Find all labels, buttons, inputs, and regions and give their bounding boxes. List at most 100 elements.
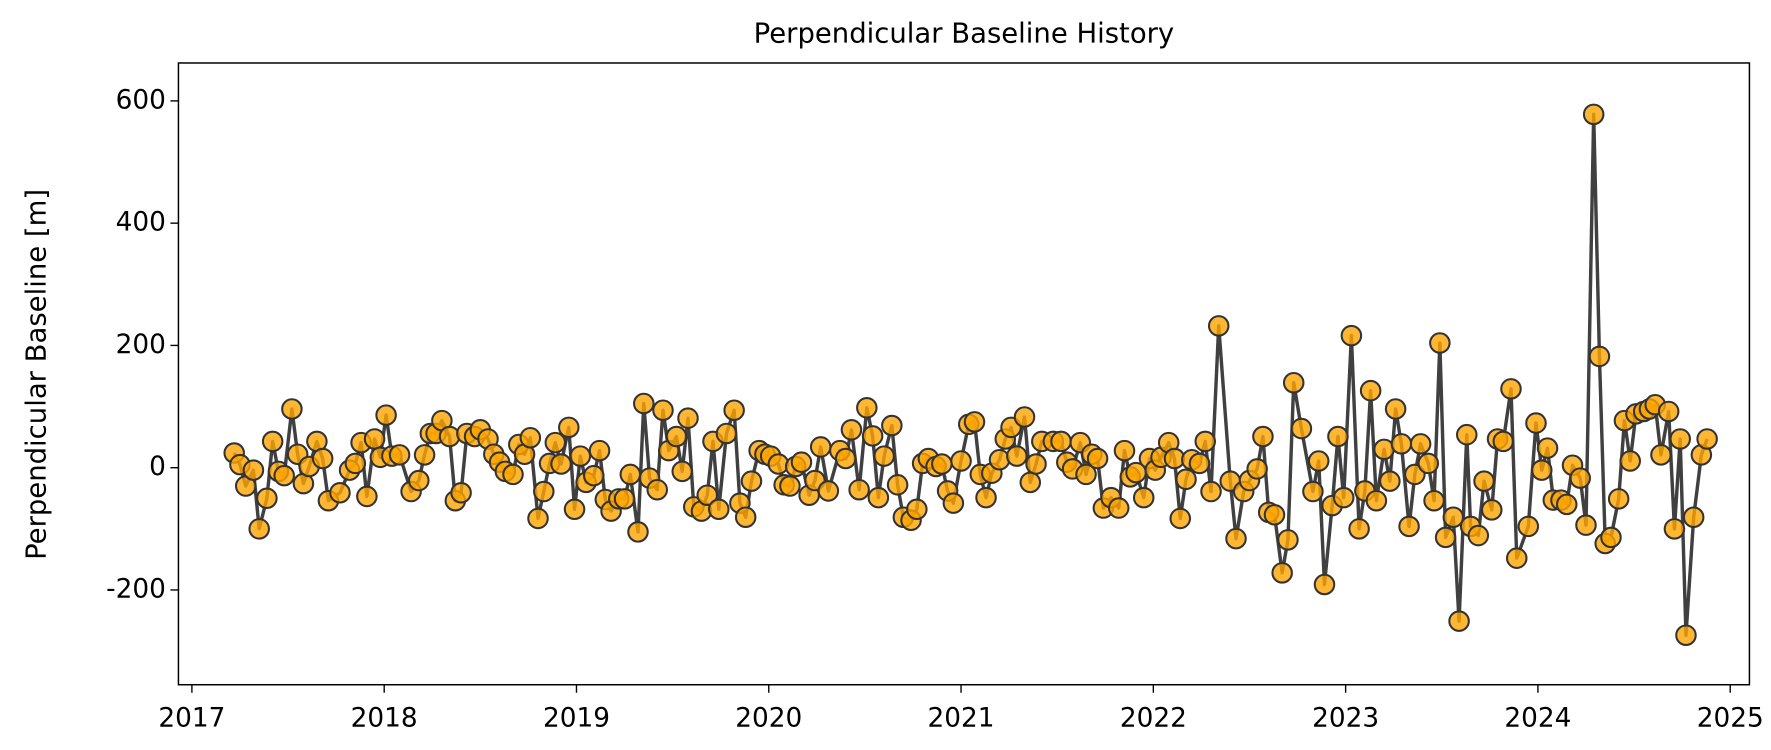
- data-point: [1398, 515, 1420, 538]
- data-point: [942, 492, 965, 514]
- data-point: [1290, 417, 1313, 440]
- data-point: [1075, 463, 1097, 486]
- data-point: [906, 498, 928, 521]
- data-point: [633, 392, 655, 415]
- data-point: [1517, 515, 1540, 538]
- data-point: [281, 398, 303, 420]
- data-point: [311, 447, 334, 470]
- data-point: [1050, 430, 1072, 453]
- data-point: [1481, 499, 1503, 521]
- data-point: [1282, 371, 1305, 394]
- y-tick-label: 400: [116, 208, 166, 238]
- data-point: [671, 460, 693, 483]
- data-point: [840, 419, 863, 441]
- data-point: [1175, 468, 1197, 491]
- data-point: [856, 397, 878, 419]
- data-point: [1675, 624, 1697, 646]
- data-point: [273, 464, 295, 487]
- data-point: [533, 480, 555, 503]
- y-axis-label: Perpendicular Baseline [m]: [21, 189, 53, 560]
- data-point: [1025, 453, 1047, 475]
- data-point: [1379, 470, 1401, 492]
- data-point: [708, 498, 730, 521]
- data-point: [1650, 444, 1672, 466]
- data-point: [975, 486, 997, 509]
- data-point: [1505, 547, 1528, 569]
- data-point: [527, 507, 549, 530]
- data-point: [1019, 471, 1042, 494]
- data-point: [848, 478, 870, 501]
- data-point: [544, 431, 567, 454]
- data-point: [723, 399, 745, 421]
- data-point: [1582, 103, 1605, 126]
- data-point: [1263, 504, 1286, 526]
- data-point: [881, 414, 903, 437]
- data-point: [619, 463, 642, 486]
- data-point: [1332, 486, 1355, 509]
- data-point: [256, 487, 278, 510]
- data-point: [1271, 562, 1293, 584]
- data-point: [677, 407, 699, 429]
- data-point: [1530, 459, 1553, 481]
- data-point: [1607, 488, 1630, 510]
- data-point: [767, 453, 790, 475]
- data-point: [1302, 480, 1324, 503]
- y-tick-label: 600: [116, 85, 166, 115]
- data-point: [652, 399, 674, 421]
- data-point: [1200, 480, 1222, 503]
- chart-title: Perpendicular Baseline History: [754, 17, 1175, 49]
- data-point: [740, 470, 763, 492]
- data-point: [1448, 610, 1470, 632]
- data-point: [809, 436, 832, 458]
- data-point: [1013, 406, 1036, 428]
- data-point: [1492, 430, 1515, 453]
- data-point: [588, 439, 611, 462]
- x-tick-label: 2022: [1120, 704, 1187, 734]
- data-point: [627, 521, 649, 543]
- data-point: [1473, 470, 1495, 492]
- data-point: [1456, 423, 1478, 446]
- data-point: [1409, 433, 1432, 455]
- data-point: [1340, 324, 1363, 347]
- series-line: [232, 112, 1709, 637]
- data-point: [1663, 518, 1686, 540]
- data-point: [1500, 378, 1522, 400]
- data-point: [779, 475, 801, 497]
- data-point: [1619, 450, 1641, 472]
- data-point: [1600, 526, 1622, 549]
- data-point: [1359, 379, 1382, 402]
- y-tick-label: 0: [149, 452, 166, 482]
- data-point: [329, 482, 351, 504]
- data-point: [646, 478, 668, 501]
- data-point: [963, 411, 986, 433]
- data-point: [450, 482, 472, 504]
- x-tick-label: 2023: [1312, 704, 1379, 734]
- data-point: [1390, 433, 1413, 455]
- data-point: [408, 469, 430, 492]
- data-point: [1252, 425, 1274, 448]
- data-point: [1669, 428, 1691, 450]
- data-point: [1384, 398, 1407, 420]
- data-point: [715, 422, 738, 445]
- data-point: [1467, 524, 1490, 547]
- data-point: [583, 464, 605, 487]
- data-point: [886, 474, 909, 496]
- data-point: [558, 416, 580, 439]
- data-point: [1417, 452, 1440, 475]
- x-tick-label: 2018: [351, 704, 418, 734]
- data-point: [375, 404, 397, 426]
- data-point: [988, 448, 1011, 471]
- data-point: [1246, 458, 1268, 480]
- data-point: [1423, 489, 1445, 512]
- data-point: [1132, 486, 1155, 509]
- x-tick-label: 2021: [928, 704, 995, 734]
- data-point: [1107, 497, 1130, 519]
- data-point: [817, 480, 840, 502]
- data-point: [1429, 332, 1451, 354]
- data-point: [1536, 437, 1559, 459]
- y-tick-label: -200: [106, 574, 166, 604]
- x-tick-label: 2017: [158, 704, 225, 734]
- data-point: [790, 451, 813, 473]
- data-point: [1277, 529, 1299, 551]
